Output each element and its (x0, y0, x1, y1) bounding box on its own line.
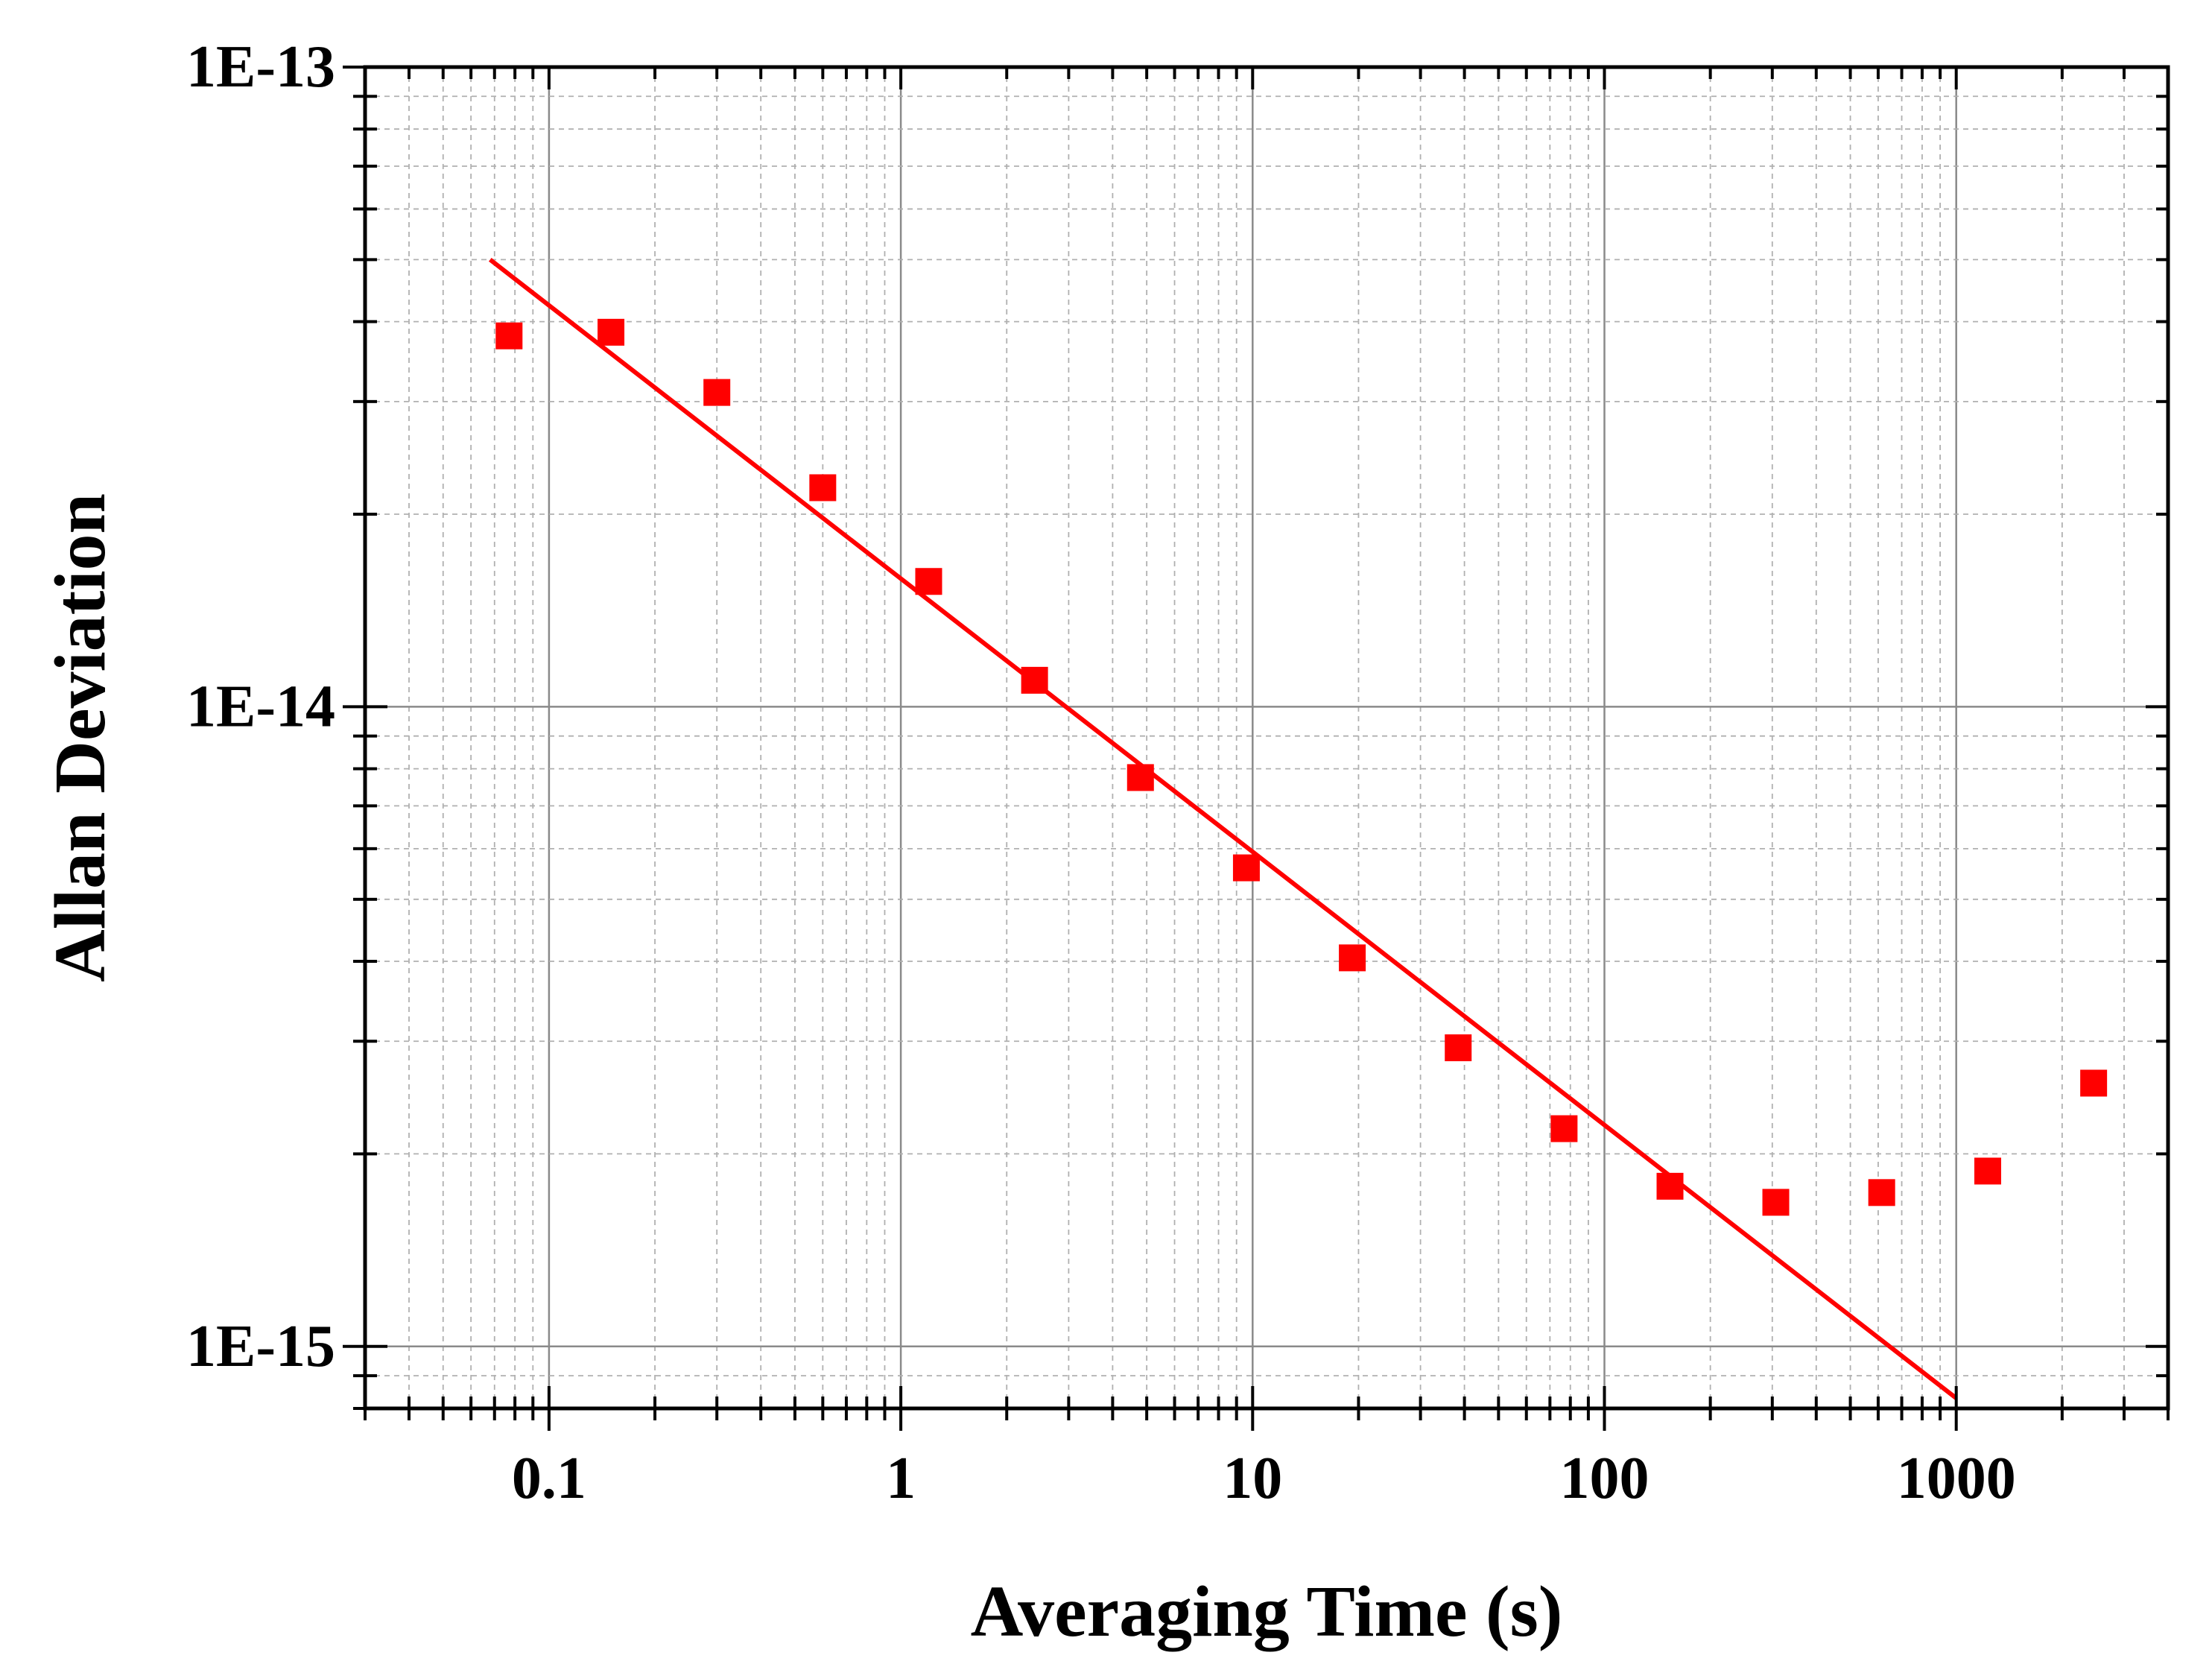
y-tick-label: 1E-15 (186, 1314, 335, 1379)
data-point (1021, 666, 1048, 694)
x-tick-label: 1000 (1897, 1446, 2016, 1511)
data-point (1445, 1034, 1472, 1062)
x-tick-label: 0.1 (512, 1446, 586, 1511)
data-point (1762, 1189, 1790, 1216)
data-point (703, 379, 731, 406)
data-point (1232, 854, 1260, 882)
data-series (488, 258, 2108, 1400)
data-point (1339, 944, 1366, 972)
grid (364, 66, 2169, 1409)
data-point (915, 568, 942, 595)
data-point (2080, 1069, 2108, 1097)
tick-labels: 0.1 1 10 100 1000 1E-13 1E-14 1E-15 (186, 34, 2016, 1511)
x-axis-title: Averaging Time (s) (971, 1572, 1563, 1652)
data-point (598, 318, 625, 346)
data-point (1656, 1172, 1684, 1200)
data-point (1126, 764, 1154, 791)
data-point (495, 322, 523, 350)
data-point (809, 474, 837, 502)
x-tick-label: 1 (886, 1446, 916, 1511)
y-tick-label: 1E-13 (186, 34, 335, 100)
data-point (1868, 1179, 1895, 1206)
y-tick-label: 1E-14 (186, 674, 335, 739)
axis-ticks (343, 66, 2170, 1431)
data-point (1550, 1115, 1578, 1142)
data-point (1974, 1157, 2001, 1185)
plot-frame (363, 65, 2170, 1411)
x-tick-label: 10 (1223, 1446, 1282, 1511)
x-tick-label: 100 (1560, 1446, 1650, 1511)
fit-line (488, 258, 1958, 1400)
y-axis-title: Allan Deviation (40, 493, 121, 982)
